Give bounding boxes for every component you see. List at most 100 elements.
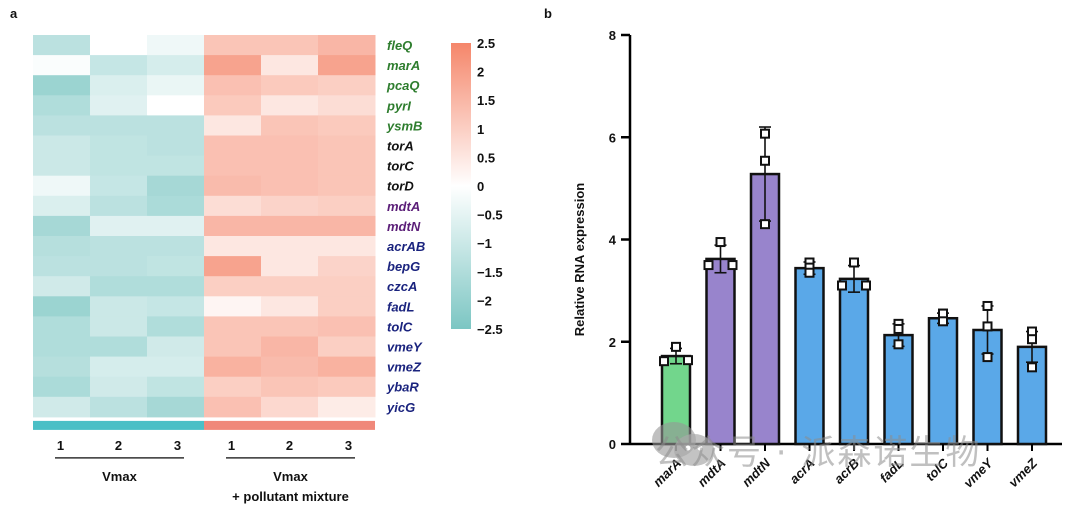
heatmap-cell — [90, 316, 148, 337]
bar — [838, 277, 870, 446]
x-tick-label: mdtN — [739, 455, 774, 490]
bar — [660, 354, 692, 446]
column-label: 1 — [57, 438, 64, 453]
gene-label: vmeY — [387, 340, 423, 355]
column-label: 1 — [228, 438, 235, 453]
column-label: 3 — [345, 438, 352, 453]
heatmap-cell — [33, 396, 91, 418]
heatmap-cell — [204, 236, 262, 257]
heatmap-cell — [147, 215, 205, 237]
heatmap-cell — [261, 236, 319, 257]
heatmap-cell — [318, 215, 376, 237]
data-point — [1027, 362, 1037, 373]
heatmap-cell — [204, 55, 262, 76]
heatmap-cell — [204, 155, 262, 177]
heatmap-cell — [261, 35, 319, 56]
gene-label: ysmB — [386, 118, 422, 133]
heatmap-cell — [147, 276, 205, 297]
x-tick-label: vmeY — [960, 455, 996, 491]
data-point — [671, 341, 681, 352]
colorbar-tick-label: −1.5 — [477, 265, 503, 280]
heatmap-cell — [318, 236, 376, 257]
heatmap-cell — [33, 296, 91, 317]
heatmap-cell — [90, 356, 148, 378]
heatmap-cell — [33, 336, 91, 358]
heatmap-cell — [204, 135, 262, 157]
heatmap-cell — [318, 155, 376, 177]
heatmap-cell — [261, 215, 319, 237]
group-label: Vmax — [273, 469, 308, 484]
heatmap-cell — [204, 336, 262, 358]
heatmap-cell — [33, 356, 91, 378]
colorbar-tick-label: 2 — [477, 65, 484, 80]
heatmap-cell — [33, 95, 91, 116]
panel-a-label: a — [10, 6, 18, 21]
colorbar-tick-label: 0.5 — [477, 150, 495, 165]
bar — [927, 316, 959, 446]
heatmap-cell — [261, 175, 319, 197]
heatmap-cell — [147, 316, 205, 337]
gene-label: mdtN — [387, 219, 421, 234]
gene-label: pcaQ — [386, 78, 420, 93]
heatmap-cell — [147, 55, 205, 76]
x-tick-label: acrB — [831, 456, 862, 487]
y-tick-label: 6 — [609, 130, 616, 145]
colorbar-tick-label: −2.5 — [477, 322, 503, 337]
heatmap-cell — [33, 215, 91, 237]
heatmap-cell — [33, 175, 91, 197]
heatmap-cell — [90, 115, 148, 136]
heatmap-cell — [204, 276, 262, 297]
data-point — [849, 257, 859, 268]
heatmap-cell — [90, 75, 148, 96]
colorbar-tick-label: −2 — [477, 293, 492, 308]
heatmap-cell — [90, 396, 148, 418]
group-annotation-bar — [33, 420, 204, 430]
heatmap-cell — [147, 256, 205, 277]
heatmap-cell — [33, 35, 91, 56]
gene-label: torA — [387, 139, 414, 154]
x-tick-label: mdtA — [695, 456, 729, 490]
heatmap-cell — [204, 35, 262, 56]
heatmap-cell — [318, 35, 376, 56]
gene-label: vmeZ — [387, 360, 422, 375]
heatmap-cell — [318, 296, 376, 317]
gene-label: torC — [387, 159, 414, 174]
heatmap-cell — [90, 95, 148, 116]
heatmap-cell — [318, 75, 376, 96]
data-point — [804, 267, 815, 278]
heatmap-cell — [90, 35, 148, 56]
gene-label: ybaR — [386, 380, 419, 395]
data-point — [982, 300, 993, 311]
heatmap-cell — [261, 336, 319, 358]
gene-label: marA — [387, 58, 420, 73]
column-label: 3 — [174, 438, 181, 453]
heatmap-cell — [204, 175, 262, 197]
heatmap-cell — [90, 195, 148, 217]
x-tick-label: vmeZ — [1005, 455, 1040, 490]
y-axis-label: Relative RNA expression — [572, 183, 587, 336]
heatmap-cell — [318, 195, 376, 217]
colorbar-tick-label: 1 — [477, 122, 484, 137]
heatmap-cell — [33, 256, 91, 277]
heatmap-cell — [33, 155, 91, 177]
gene-label: czcA — [387, 279, 417, 294]
heatmap-cell — [90, 236, 148, 257]
heatmap-chart: fleQ marA pcaQ pyrI ysmB torA torC torD mdtA mdtN… — [33, 35, 503, 504]
heatmap-cell — [90, 135, 148, 157]
heatmap-cell — [261, 115, 319, 136]
heatmap-cell — [147, 135, 205, 157]
heatmap-cell — [261, 356, 319, 378]
heatmap-cell — [318, 316, 376, 337]
heatmap-cell — [90, 175, 148, 197]
heatmap-cell — [204, 115, 262, 136]
heatmap-cell — [204, 356, 262, 378]
column-label: 2 — [115, 438, 122, 453]
data-point — [703, 260, 714, 271]
heatmap-cell — [147, 336, 205, 358]
heatmap-cell — [261, 396, 319, 418]
data-point — [760, 128, 770, 139]
heatmap-cell — [261, 376, 319, 398]
heatmap-cell — [90, 276, 148, 297]
colorbar-tick-label: 1.5 — [477, 93, 495, 108]
heatmap-cell — [147, 115, 205, 136]
